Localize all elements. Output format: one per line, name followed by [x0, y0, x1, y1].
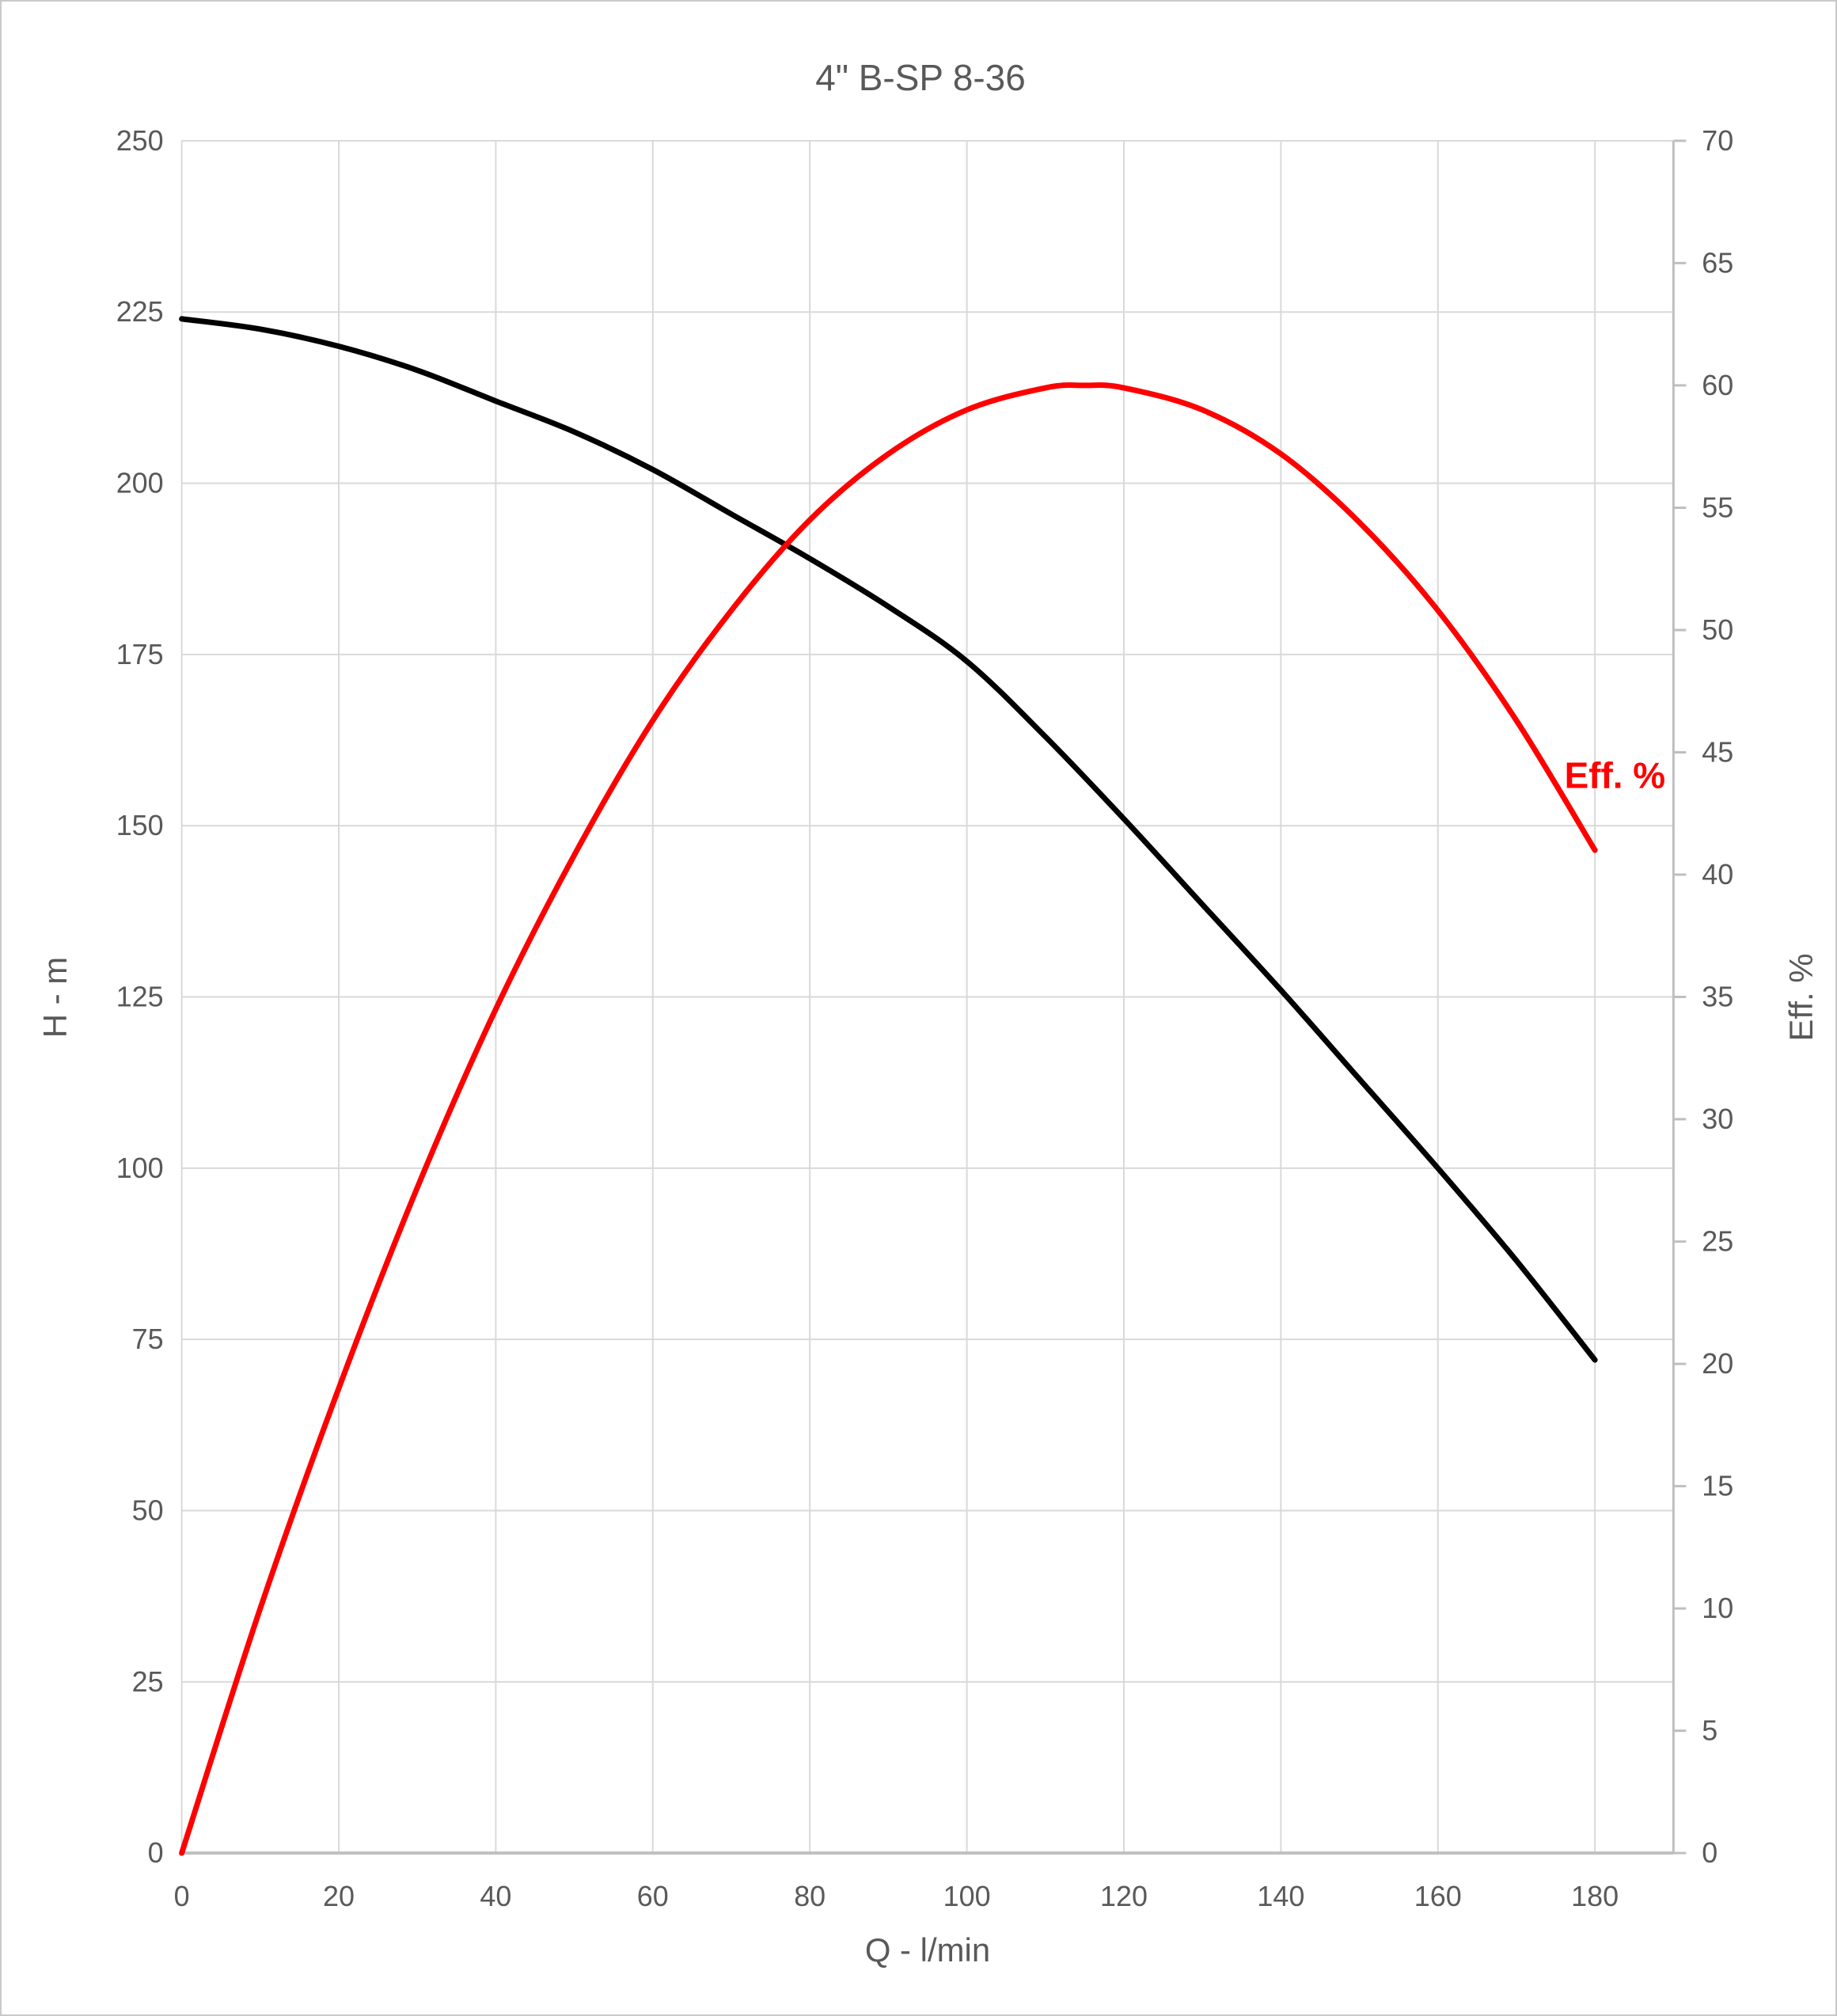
x-tick-label: 20 — [323, 1880, 355, 1912]
x-axis-title: Q - l/min — [865, 1931, 990, 1969]
left-tick-label: 125 — [116, 981, 164, 1013]
text-layer: 4" B-SP 8-36 Q - l/min H - m Eff. % Eff.… — [36, 57, 1820, 1969]
right-tick-label: 45 — [1702, 735, 1733, 768]
right-tick-label: 25 — [1702, 1225, 1733, 1258]
x-tick-label: 40 — [480, 1880, 511, 1912]
left-tick-label: 75 — [132, 1323, 164, 1355]
right-tick-label: 20 — [1702, 1347, 1733, 1380]
right-tick-label: 50 — [1702, 613, 1733, 646]
right-tick-label: 0 — [1702, 1836, 1717, 1869]
left-tick-label: 0 — [148, 1836, 164, 1869]
left-axis-title: H - m — [36, 957, 74, 1038]
x-tick-label: 140 — [1257, 1880, 1304, 1912]
left-tick-label: 100 — [116, 1152, 164, 1184]
efficiency-curve — [179, 382, 1598, 1856]
right-tick-label: 70 — [1702, 124, 1733, 157]
left-tick-label: 175 — [116, 638, 164, 670]
grid-layer — [180, 139, 1674, 1854]
x-tick-label: 120 — [1100, 1880, 1148, 1912]
left-tick-label: 150 — [116, 809, 164, 841]
left-tick-label: 225 — [116, 295, 164, 328]
chart-title: 4" B-SP 8-36 — [815, 57, 1026, 98]
efficiency-series-label: Eff. % — [1565, 754, 1666, 795]
x-tick-label: 100 — [943, 1880, 991, 1912]
left-tick-label: 250 — [116, 124, 164, 157]
head-curve — [179, 316, 1598, 1363]
tick-label-layer: 0 20 40 60 80 100 120 140 160 1800255075100125150… — [116, 124, 1734, 1912]
x-tick-label: 60 — [637, 1880, 669, 1912]
right-tick-label: 35 — [1702, 981, 1733, 1013]
x-tick-label: 80 — [794, 1880, 826, 1912]
left-tick-label: 50 — [132, 1494, 164, 1526]
x-tick-label: 180 — [1571, 1880, 1619, 1912]
right-tick-label: 60 — [1702, 369, 1733, 401]
right-tick-label: 55 — [1702, 491, 1733, 523]
series-layer — [179, 316, 1598, 1856]
right-tick-label: 5 — [1702, 1714, 1717, 1747]
left-tick-label: 200 — [116, 467, 164, 499]
right-tick-label: 30 — [1702, 1103, 1733, 1135]
left-tick-label: 25 — [132, 1665, 164, 1698]
x-tick-label: 160 — [1414, 1880, 1462, 1912]
right-tick-label: 65 — [1702, 246, 1733, 279]
right-tick-label: 40 — [1702, 858, 1733, 890]
x-tick-label: 0 — [174, 1880, 190, 1912]
right-tick-label: 10 — [1702, 1592, 1733, 1624]
right-tick-label: 15 — [1702, 1470, 1733, 1502]
right-axis-title: Eff. % — [1782, 954, 1820, 1042]
axis-layer — [181, 139, 1687, 1855]
